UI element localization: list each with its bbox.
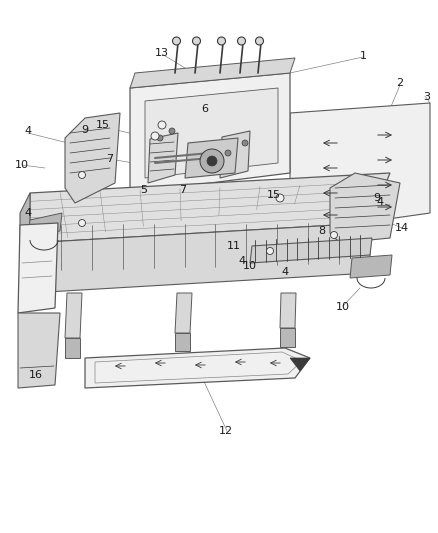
Polygon shape: [350, 255, 392, 278]
Circle shape: [200, 149, 224, 173]
Text: 4: 4: [376, 197, 384, 207]
Polygon shape: [330, 173, 400, 243]
Circle shape: [266, 247, 273, 254]
Text: 4: 4: [25, 126, 32, 136]
Text: 16: 16: [29, 370, 43, 380]
Polygon shape: [148, 133, 178, 183]
Polygon shape: [130, 58, 295, 88]
Text: 7: 7: [180, 185, 187, 195]
Circle shape: [157, 135, 163, 141]
Text: 4: 4: [282, 267, 289, 277]
Polygon shape: [220, 131, 250, 178]
Polygon shape: [28, 213, 62, 238]
Text: 9: 9: [81, 125, 88, 135]
Circle shape: [218, 37, 226, 45]
Polygon shape: [175, 333, 190, 351]
Circle shape: [237, 37, 246, 45]
Polygon shape: [85, 348, 310, 388]
Polygon shape: [20, 193, 30, 293]
Polygon shape: [65, 293, 82, 338]
Circle shape: [173, 37, 180, 45]
Text: 4: 4: [238, 256, 246, 266]
Polygon shape: [30, 223, 370, 293]
Polygon shape: [280, 293, 296, 328]
Text: 10: 10: [15, 160, 29, 170]
Text: 11: 11: [227, 241, 241, 251]
Text: 2: 2: [396, 78, 403, 88]
Text: 1: 1: [360, 51, 367, 61]
Circle shape: [78, 220, 85, 227]
Circle shape: [207, 156, 217, 166]
Text: 15: 15: [96, 120, 110, 130]
Polygon shape: [65, 113, 120, 203]
Text: 7: 7: [106, 154, 113, 164]
Polygon shape: [65, 338, 80, 358]
Polygon shape: [18, 313, 60, 388]
Text: 12: 12: [219, 426, 233, 436]
Text: 10: 10: [243, 261, 257, 271]
Polygon shape: [145, 88, 278, 178]
Circle shape: [276, 194, 284, 202]
Polygon shape: [185, 138, 238, 178]
Circle shape: [169, 128, 175, 134]
Text: 15: 15: [267, 190, 281, 200]
Polygon shape: [290, 358, 310, 371]
Text: 9: 9: [374, 193, 381, 203]
Circle shape: [78, 172, 85, 179]
Polygon shape: [175, 293, 192, 333]
Circle shape: [151, 132, 159, 140]
Polygon shape: [250, 238, 372, 263]
Circle shape: [331, 231, 338, 238]
Polygon shape: [280, 328, 295, 347]
Circle shape: [242, 140, 248, 146]
Polygon shape: [30, 173, 390, 243]
Text: 13: 13: [155, 48, 169, 58]
Text: 8: 8: [318, 226, 325, 236]
Circle shape: [225, 150, 231, 156]
Text: 6: 6: [201, 104, 208, 114]
Polygon shape: [130, 73, 290, 193]
Text: 10: 10: [336, 302, 350, 312]
Circle shape: [192, 37, 201, 45]
Text: 5: 5: [141, 185, 148, 195]
Circle shape: [158, 121, 166, 129]
Polygon shape: [290, 103, 430, 233]
Text: 14: 14: [395, 223, 409, 233]
Circle shape: [255, 37, 264, 45]
Text: 3: 3: [424, 92, 431, 102]
Polygon shape: [18, 223, 58, 313]
Text: 4: 4: [25, 208, 32, 218]
